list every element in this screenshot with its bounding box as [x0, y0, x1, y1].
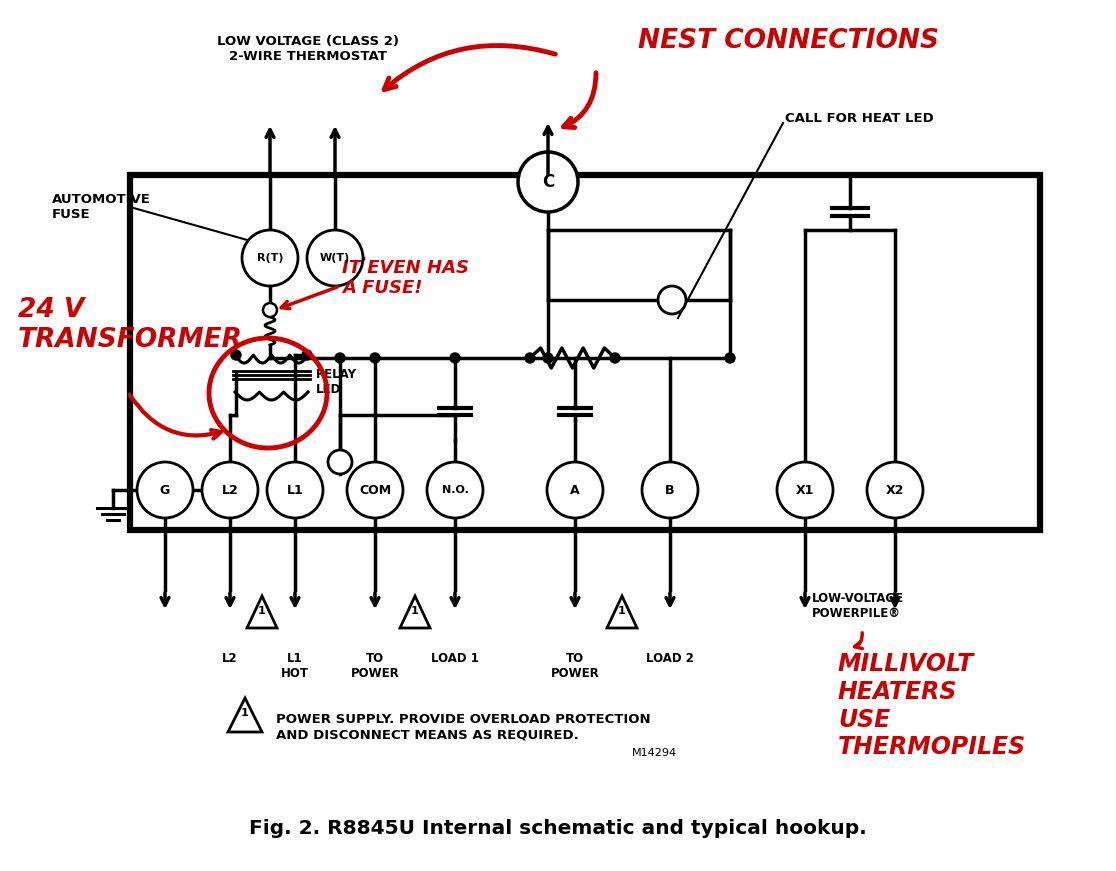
Circle shape — [302, 350, 312, 360]
Polygon shape — [607, 596, 637, 628]
Circle shape — [725, 353, 735, 363]
Text: 24 V
TRANSFORMER: 24 V TRANSFORMER — [18, 297, 243, 353]
Text: CALL FOR HEAT LED: CALL FOR HEAT LED — [785, 111, 934, 125]
Text: NEST CONNECTIONS: NEST CONNECTIONS — [638, 28, 939, 54]
Text: AUTOMOTIVE
FUSE: AUTOMOTIVE FUSE — [52, 193, 151, 221]
Text: MILLIVOLT
HEATERS
USE
THERMOPILES: MILLIVOLT HEATERS USE THERMOPILES — [838, 652, 1026, 760]
Bar — [129, 175, 1040, 530]
Circle shape — [307, 230, 363, 286]
Text: L1
HOT: L1 HOT — [281, 652, 309, 680]
Circle shape — [267, 462, 323, 518]
Text: LOAD 2: LOAD 2 — [646, 652, 694, 665]
Text: X2: X2 — [886, 483, 904, 496]
Text: W(T): W(T) — [320, 253, 350, 263]
Text: C: C — [542, 173, 555, 191]
Circle shape — [202, 462, 258, 518]
Text: 1: 1 — [241, 708, 249, 718]
Text: G: G — [160, 483, 170, 496]
Text: Fig. 2. R8845U Internal schematic and typical hookup.: Fig. 2. R8845U Internal schematic and ty… — [249, 819, 867, 838]
Text: M14294: M14294 — [632, 748, 677, 758]
Polygon shape — [228, 698, 262, 732]
Circle shape — [518, 152, 578, 212]
Text: B: B — [665, 483, 675, 496]
Circle shape — [658, 286, 686, 314]
Circle shape — [777, 462, 833, 518]
Text: A: A — [570, 483, 580, 496]
Circle shape — [335, 353, 345, 363]
Text: POWER SUPPLY. PROVIDE OVERLOAD PROTECTION
AND DISCONNECT MEANS AS REQUIRED.: POWER SUPPLY. PROVIDE OVERLOAD PROTECTIO… — [276, 713, 651, 741]
Circle shape — [543, 353, 554, 363]
Text: RELAY
LED: RELAY LED — [316, 368, 357, 396]
Text: L2: L2 — [222, 483, 239, 496]
Text: 1: 1 — [618, 606, 626, 616]
Circle shape — [450, 353, 460, 363]
Text: L1: L1 — [287, 483, 304, 496]
Circle shape — [137, 462, 193, 518]
Polygon shape — [247, 596, 277, 628]
Circle shape — [547, 462, 603, 518]
Text: COM: COM — [359, 483, 391, 496]
Circle shape — [525, 353, 535, 363]
Text: 1: 1 — [258, 606, 266, 616]
Circle shape — [347, 462, 403, 518]
Text: R(T): R(T) — [257, 253, 283, 263]
Text: IT EVEN HAS
A FUSE!: IT EVEN HAS A FUSE! — [341, 259, 469, 297]
Circle shape — [427, 462, 483, 518]
Text: TO
POWER: TO POWER — [550, 652, 599, 680]
Circle shape — [642, 462, 698, 518]
Text: 1: 1 — [411, 606, 418, 616]
Text: X1: X1 — [796, 483, 815, 496]
Circle shape — [242, 230, 298, 286]
Circle shape — [371, 353, 381, 363]
Circle shape — [231, 350, 241, 360]
Text: N.O.: N.O. — [442, 485, 469, 495]
Polygon shape — [400, 596, 430, 628]
Text: LOAD 1: LOAD 1 — [431, 652, 479, 665]
Text: TO
POWER: TO POWER — [350, 652, 400, 680]
Text: L2: L2 — [222, 652, 238, 665]
Circle shape — [610, 353, 620, 363]
Circle shape — [867, 462, 923, 518]
Text: LOW-VOLTAGE
POWERPILE®: LOW-VOLTAGE POWERPILE® — [812, 592, 904, 620]
Text: LOW VOLTAGE (CLASS 2)
2-WIRE THERMOSTAT: LOW VOLTAGE (CLASS 2) 2-WIRE THERMOSTAT — [217, 35, 400, 63]
Circle shape — [263, 303, 277, 317]
Circle shape — [328, 450, 352, 474]
